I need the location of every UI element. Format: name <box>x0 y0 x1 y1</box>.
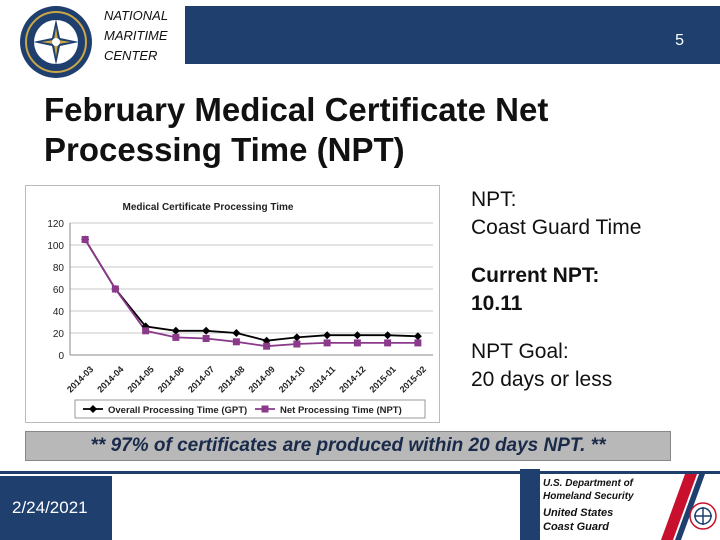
data-point-npt <box>293 340 301 348</box>
data-point-npt <box>142 327 150 335</box>
chart-container: Medical Certificate Processing Time 0 20 4… <box>25 185 440 423</box>
current-npt-value: 10.11 <box>471 292 523 315</box>
data-point-npt <box>202 335 210 342</box>
npt-goal: NPT Goal: 20 days or less <box>471 338 711 394</box>
slide-title: February Medical Certificate Net Process… <box>44 91 549 168</box>
dhs-line-2: Homeland Security <box>543 491 634 502</box>
data-point-gpt <box>202 326 211 335</box>
uscg-line-1: United States <box>543 507 614 519</box>
current-npt-label: Current NPT: <box>471 264 600 287</box>
legend-marker-npt <box>261 405 269 413</box>
uscg-line-2: Coast Guard <box>543 521 610 533</box>
slide-date: 2/24/2021 <box>12 498 88 517</box>
data-point-gpt <box>413 332 422 341</box>
org-line-1: NATIONAL <box>104 8 169 23</box>
nmc-seal-logo <box>20 6 92 78</box>
org-line-2: MARITIME <box>104 28 168 43</box>
data-point-gpt <box>383 331 392 340</box>
y-tick-label: 0 <box>58 351 64 362</box>
chart-title: Medical Certificate Processing Time <box>123 202 294 213</box>
y-tick-label: 40 <box>53 307 65 318</box>
org-name: NATIONAL MARITIME CENTER <box>104 6 168 66</box>
org-line-3: CENTER <box>104 48 158 63</box>
y-tick-label: 20 <box>53 329 65 340</box>
data-point-gpt <box>292 333 301 342</box>
footer-stripes <box>0 469 720 540</box>
y-tick-label: 60 <box>53 285 65 296</box>
npt-definition: NPT: Coast Guard Time <box>471 186 711 242</box>
y-tick-label: 100 <box>47 241 64 252</box>
dhs-line-1: U.S. Department of <box>543 478 634 489</box>
banner-text: ** 97% of certificates are produced with… <box>90 435 606 456</box>
npt-def: Coast Guard Time <box>471 216 642 239</box>
y-tick-label: 80 <box>53 263 65 274</box>
data-point-npt <box>384 339 392 347</box>
date-box: 2/24/2021 <box>0 476 112 540</box>
data-point-npt <box>323 339 331 347</box>
data-point-npt <box>414 339 422 347</box>
data-point-gpt <box>323 331 332 340</box>
goal-value: 20 days or less <box>471 368 613 391</box>
data-point-npt <box>232 338 240 346</box>
data-point-gpt <box>232 329 241 337</box>
series-line-1 <box>84 239 418 342</box>
data-point-npt <box>263 342 271 350</box>
header-bar: 5 <box>185 6 720 64</box>
legend-box <box>74 399 426 419</box>
data-point-gpt <box>262 336 271 345</box>
legend-label-2: Net Processing Time (NPT) <box>280 405 402 416</box>
goal-label: NPT Goal: <box>471 340 569 363</box>
npt-label: NPT: <box>471 188 517 211</box>
legend-label-1: Overall Processing Time (GPT) <box>108 405 247 416</box>
data-point-npt <box>111 285 119 293</box>
side-panel: NPT: Coast Guard Time Current NPT: 10.11… <box>471 186 711 414</box>
uscg-text: United States Coast Guard <box>543 506 613 534</box>
summary-banner: ** 97% of certificates are produced with… <box>25 431 671 461</box>
y-tick-label: 120 <box>47 219 64 230</box>
data-point-npt <box>172 333 180 341</box>
data-point-npt <box>81 236 89 243</box>
current-npt: Current NPT: 10.11 <box>471 262 711 318</box>
data-point-gpt <box>171 326 180 335</box>
uscg-stripe-logo <box>655 474 720 540</box>
series-line-2 <box>84 239 418 348</box>
legend-marker-gpt <box>89 405 97 413</box>
data-point-gpt <box>353 331 362 340</box>
line-chart: Medical Certificate Processing Time 0 20 4… <box>25 185 440 423</box>
data-point-npt <box>353 339 361 347</box>
slide-number: 5 <box>675 32 684 49</box>
dhs-text: U.S. Department of Homeland Security <box>543 477 634 503</box>
